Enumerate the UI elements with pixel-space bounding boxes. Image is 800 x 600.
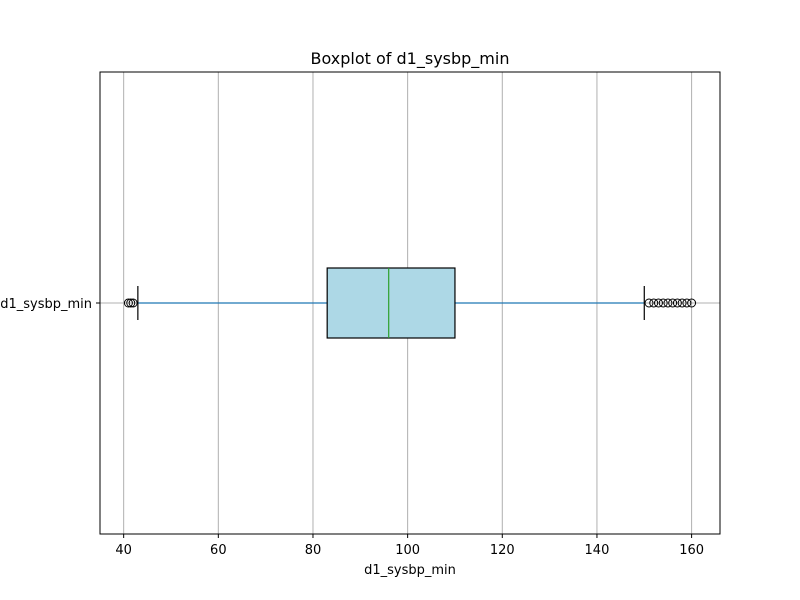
outlier-point [128,298,138,308]
outlier-point [663,298,673,308]
outlier-point [123,298,133,308]
outlier-points [123,298,697,308]
x-tick-label: 160 [679,543,704,558]
x-tick-label: 140 [585,543,610,558]
outlier-point [649,298,659,308]
outlier-point [687,298,697,308]
outlier-point [668,298,678,308]
outlier-point [672,298,682,308]
iqr-box [326,267,456,339]
axis-ticks: 40 60 80 100 120 140 160 d1_sysbp_min [0,297,704,558]
x-tick-label: 80 [305,543,322,558]
chart-title: Boxplot of d1_sysbp_min [311,49,510,69]
x-tick-label: 100 [395,543,420,558]
y-tick-label: d1_sysbp_min [0,297,92,312]
x-tick-label: 120 [490,543,515,558]
outlier-point [677,298,687,308]
box-layer [326,267,456,339]
x-tick-label: 60 [210,543,227,558]
outlier-point [644,298,654,308]
outlier-point [658,298,668,308]
outlier-point [682,298,692,308]
x-tick-label: 40 [115,543,132,558]
x-axis-label: d1_sysbp_min [364,563,456,578]
outlier-point [653,298,663,308]
whiskers [137,286,645,320]
outlier-point [126,298,136,308]
